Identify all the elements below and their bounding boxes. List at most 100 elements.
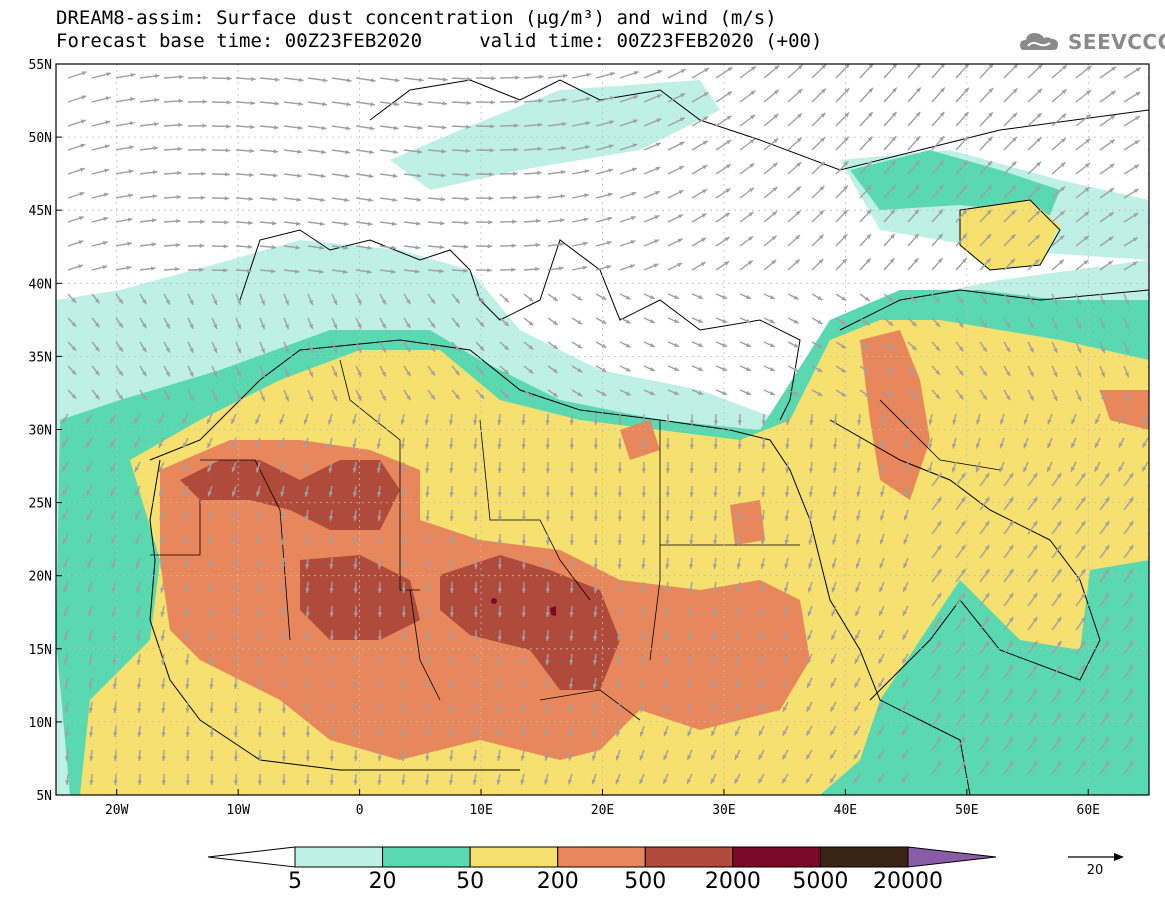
wind-arrow-head [737, 444, 742, 449]
wind-arrow-head [736, 563, 741, 569]
wind-arrow-head [984, 713, 990, 718]
wind-arrow-head [223, 268, 228, 273]
wind-arrow-head [236, 396, 241, 402]
wind-arrow-head [199, 267, 204, 272]
wind-arrow-head [391, 245, 397, 250]
wind-arrow-head [665, 564, 670, 569]
wind-arrow-head [677, 263, 683, 267]
wind-arrow-head [585, 145, 590, 150]
wind-arrow-head [280, 515, 285, 521]
wind-arrow-head [1080, 617, 1086, 622]
wind-arrow-head [318, 269, 324, 274]
wind-arrow-head [504, 369, 509, 375]
wind-arrow-head [320, 197, 326, 202]
wind-arrow-head [982, 346, 987, 352]
wind-arrow-head [698, 366, 704, 371]
wind-arrow-head [202, 123, 207, 128]
wind-arrow-head [256, 588, 262, 593]
wind-arrow-head [1023, 443, 1028, 449]
wind-arrow-head [284, 300, 289, 306]
wind-arrow-head [189, 299, 194, 305]
wind-arrow-head [962, 209, 968, 215]
wind-arrow-head [878, 634, 883, 640]
wind-arrow-head [725, 164, 731, 169]
wind-arrow-head [376, 443, 381, 449]
wind-arrow-head [1056, 617, 1062, 622]
wind-arrow-head [1104, 497, 1110, 502]
wind-arrow-head [702, 165, 708, 170]
wind-arrow-head [687, 755, 692, 761]
wind-arrow-head [577, 296, 583, 301]
wind-arrow-head [999, 443, 1004, 449]
wind-arrow-head [1036, 113, 1042, 118]
wind-arrow-head [161, 732, 166, 737]
wind-arrow-head [538, 122, 543, 128]
wind-arrow-head [232, 515, 237, 521]
wind-arrow-head [769, 391, 775, 396]
wind-arrow-head [255, 467, 260, 473]
wind-arrow-head [1083, 235, 1089, 241]
wind-arrow-head [497, 612, 503, 617]
wind-arrow-head [725, 212, 731, 218]
wind-arrow-head [902, 610, 907, 616]
wind-arrow-head [964, 87, 969, 93]
wind-arrow-head [749, 163, 755, 168]
wind-arrow-head [1124, 300, 1129, 306]
wind-arrow-head [562, 97, 568, 103]
wind-arrow-head [297, 149, 303, 154]
wind-arrow-head [758, 754, 763, 760]
wind-arrow-head [817, 391, 823, 396]
wind-arrow-head [688, 588, 694, 593]
wind-arrow-head [430, 298, 435, 304]
wind-arrow-head [1158, 190, 1163, 194]
wind-arrow-head [357, 323, 362, 329]
wind-arrow-head [353, 660, 359, 665]
wind-arrow-head [817, 319, 823, 324]
wind-arrow-head [62, 466, 67, 472]
wind-arrow-head [284, 348, 289, 354]
wind-arrow-head [466, 124, 471, 130]
wind-arrow-head [797, 64, 803, 70]
wind-arrow-head [528, 368, 534, 374]
wind-arrow-head [327, 419, 333, 425]
wind-arrow-head [207, 491, 212, 497]
wind-arrow-head [473, 564, 479, 569]
wind-arrow-head [867, 185, 872, 191]
wind-arrow-head [281, 636, 286, 641]
wind-arrow-head [1104, 617, 1110, 622]
wind-arrow-head [569, 492, 575, 497]
wind-arrow-head [842, 234, 848, 240]
wind-arrow-head [305, 636, 310, 641]
wind-arrow-head [232, 612, 238, 617]
wind-arrow-head [889, 258, 895, 264]
wind-arrow-head [936, 665, 942, 670]
wind-arrow-head [577, 344, 583, 349]
wind-arrow-head [353, 564, 358, 569]
wind-arrow-head [449, 660, 454, 665]
wind-arrow-head [1135, 67, 1141, 72]
wind-arrow-head [1128, 713, 1134, 718]
wind-arrow-head [64, 683, 69, 689]
wind-arrow-head [891, 112, 897, 117]
wind-arrow-head [102, 240, 108, 246]
wind-arrow-head [665, 420, 671, 425]
wind-arrow-head [1029, 395, 1034, 401]
wind-arrow-head [963, 136, 969, 142]
wind-arrow-head [448, 420, 454, 425]
wind-arrow-head [1104, 665, 1110, 670]
wind-arrow-head [712, 587, 717, 593]
wind-arrow-head [856, 515, 861, 521]
wind-arrow-head [111, 563, 116, 569]
wind-arrow-head [95, 394, 100, 400]
wind-arrow-head [592, 755, 597, 761]
wind-arrow-head [700, 262, 706, 267]
lat-label: 35N [29, 350, 52, 365]
wind-arrow-head [538, 98, 544, 104]
wind-arrow-head [425, 708, 430, 713]
wind-arrow-head [782, 706, 787, 712]
wind-arrow-head [701, 189, 707, 194]
wind-arrow-head [88, 659, 93, 665]
wind-arrow-head [353, 540, 358, 545]
wind-arrow-head [904, 467, 909, 473]
wind-arrow-head [928, 443, 933, 449]
